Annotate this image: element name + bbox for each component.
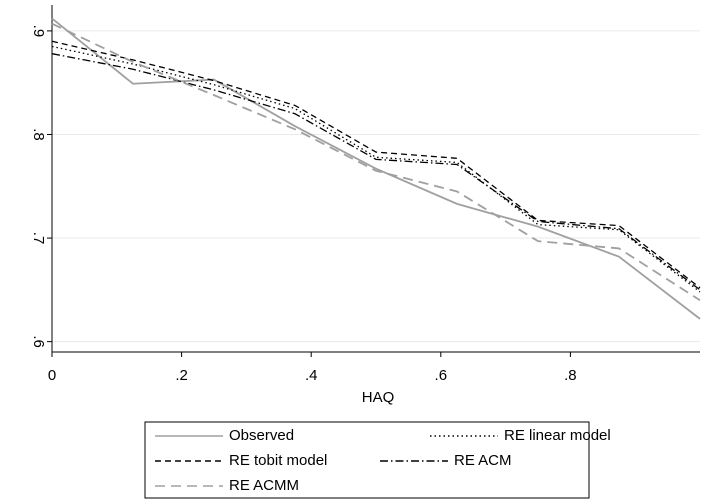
legend-box xyxy=(144,421,590,499)
series-line xyxy=(51,53,701,291)
x-tick-label: .2 xyxy=(175,367,188,384)
y-tick-label: .6 xyxy=(30,335,47,348)
legend-label: Observed xyxy=(229,427,294,444)
x-tick-label: 0 xyxy=(48,367,56,384)
legend-label: RE ACM xyxy=(454,452,512,469)
x-tick-label: .4 xyxy=(305,367,318,384)
y-tick-label: .8 xyxy=(30,128,47,141)
series-line xyxy=(51,40,701,289)
y-tick-label: .9 xyxy=(30,25,47,38)
legend-label: RE tobit model xyxy=(229,452,327,469)
x-tick-label: .8 xyxy=(564,367,577,384)
series-line xyxy=(51,22,701,301)
series-line xyxy=(51,17,701,320)
x-tick-label: .6 xyxy=(435,367,448,384)
legend-label: RE ACMM xyxy=(229,477,299,494)
x-axis-label: HAQ xyxy=(362,389,395,406)
y-tick-label: .7 xyxy=(30,232,47,245)
legend-label: RE linear model xyxy=(504,427,611,444)
